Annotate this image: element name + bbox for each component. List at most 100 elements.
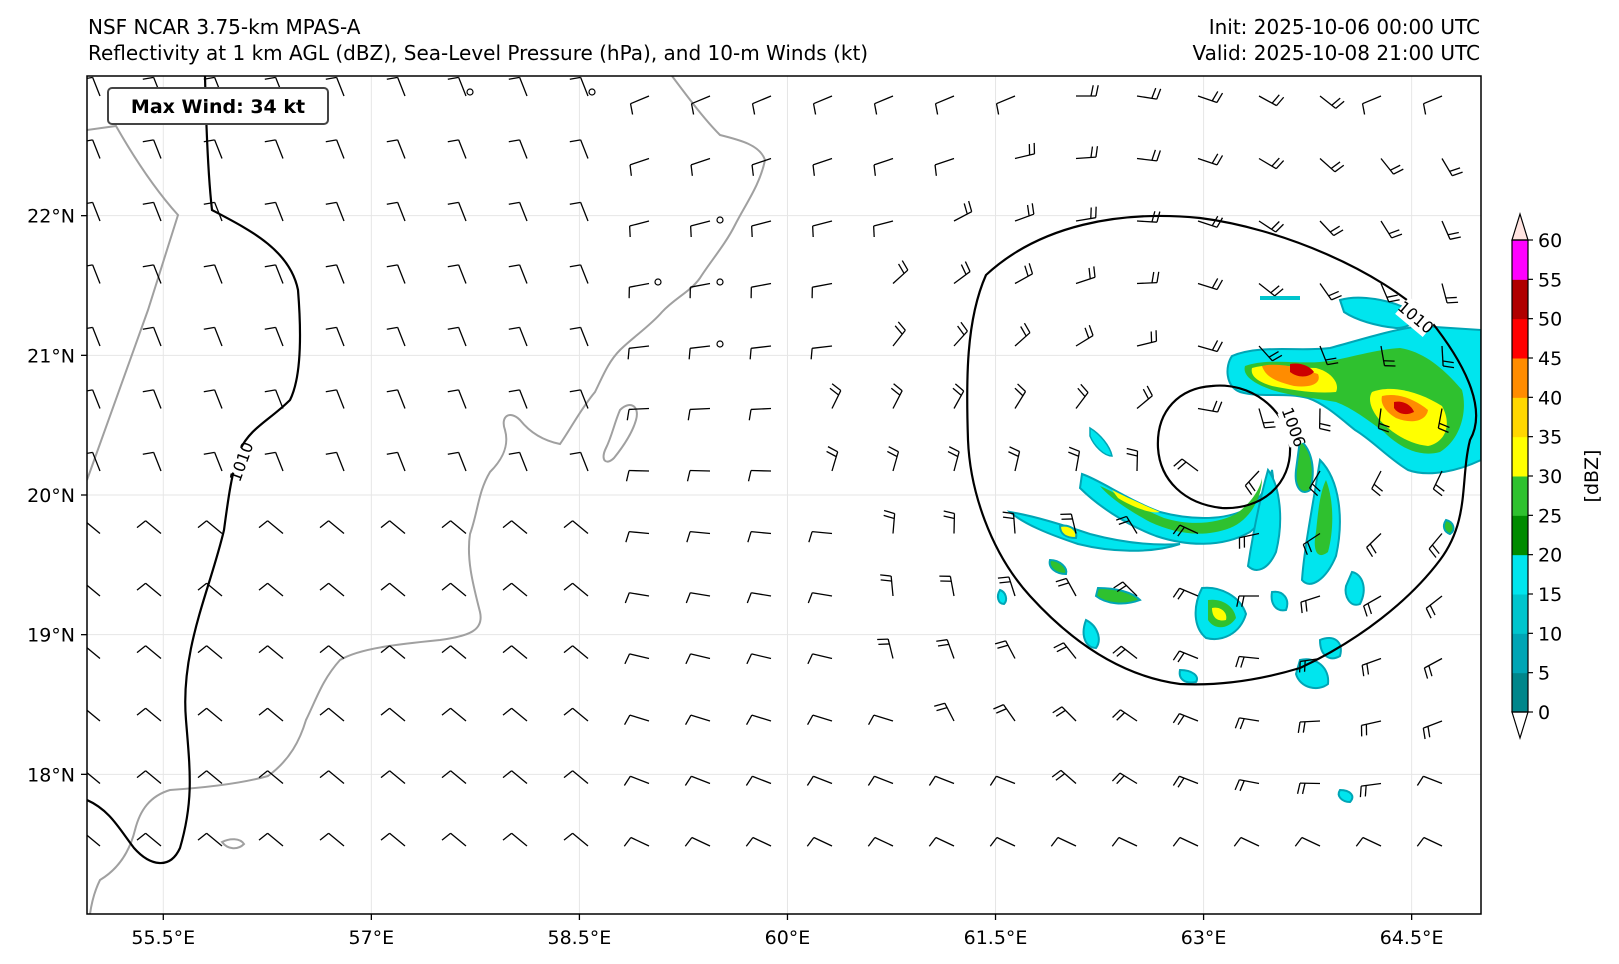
wind-barb: [142, 389, 162, 409]
lat-tick-label: 19°N: [27, 625, 75, 647]
wind-barb: [258, 645, 284, 660]
wind-barb: [953, 321, 968, 347]
wind-barb: [1014, 322, 1031, 347]
init-time: Init: 2025-10-06 00:00 UTC: [1208, 15, 1480, 39]
wind-barb: [1258, 94, 1285, 107]
colorbar-tick-label: 40: [1538, 387, 1562, 409]
wind-barbs: [87, 76, 1463, 847]
lat-tick-label: 20°N: [27, 485, 75, 507]
wind-barb: [867, 775, 894, 786]
wind-barb: [750, 220, 772, 238]
wind-barb: [1428, 533, 1443, 558]
wind-barb: [197, 645, 223, 660]
wind-barb: [502, 770, 528, 785]
wind-barb: [502, 832, 528, 847]
wind-barb: [569, 139, 589, 159]
wind-barb: [380, 582, 406, 597]
wind-barb: [934, 95, 955, 115]
colorbar-segment: [1512, 240, 1528, 280]
wind-barb: [1238, 532, 1260, 549]
wind-barb: [1423, 657, 1443, 679]
wind-barb: [264, 139, 284, 159]
wind-barb: [826, 446, 839, 472]
wind-barb: [1136, 149, 1161, 162]
lon-tick-label: 61.5°E: [964, 927, 1028, 949]
wind-barb: [892, 321, 906, 347]
wind-barb: [877, 638, 894, 659]
wind-barb: [1002, 511, 1016, 534]
colorbar-lower-extension: [1511, 711, 1529, 741]
wind-barb: [829, 383, 842, 409]
wind-barb: [386, 451, 406, 472]
wind-barb: [563, 582, 589, 597]
wind-barb: [142, 139, 162, 159]
wind-barb: [747, 530, 772, 543]
wind-barb: [1172, 775, 1199, 788]
wind-barb: [684, 836, 711, 847]
lat-tick-label: 21°N: [27, 345, 75, 367]
wind-barb: [197, 832, 223, 847]
wind-barb: [142, 264, 162, 284]
wind-barb: [1014, 142, 1036, 160]
wind-barb: [629, 95, 650, 115]
wind-barb: [386, 139, 406, 159]
wind-barb: [1380, 220, 1403, 239]
wind-barb: [136, 832, 162, 847]
wind-barb: [628, 282, 650, 299]
wind-barb: [993, 704, 1016, 722]
wind-barb: [1111, 772, 1138, 785]
wind-barb: [325, 326, 345, 347]
max-wind-label: Max Wind: 34 kt: [131, 96, 305, 118]
wind-barb: [142, 201, 162, 222]
map-area: 1010 1010 1006: [87, 76, 1481, 914]
wind-barb: [873, 157, 894, 176]
wind-barb: [1235, 655, 1260, 668]
wind-barb: [686, 530, 711, 543]
wind-barb: [1136, 211, 1161, 223]
wind-barb: [746, 592, 772, 604]
wind-barb: [1136, 271, 1160, 285]
wind-barb: [1051, 769, 1077, 784]
colorbar-tick-label: 60: [1538, 230, 1562, 252]
wind-barb: [447, 76, 467, 97]
wind-barb: [1296, 782, 1321, 795]
wind-barb: [1366, 533, 1382, 558]
wind-barb: [989, 836, 1016, 847]
wind-barb: [1233, 836, 1260, 847]
wind-barb: [1172, 650, 1199, 663]
wind-barb: [808, 530, 833, 543]
wind-barb: [1234, 779, 1260, 792]
wind-barb: [625, 530, 650, 543]
wind-barb: [1234, 717, 1260, 730]
wind-barb: [748, 407, 772, 421]
colorbar-segment: [1512, 554, 1528, 595]
wind-barb: [1075, 383, 1089, 409]
wind-barb: [136, 645, 162, 660]
wind-barb: [1053, 642, 1077, 659]
wind-barb: [745, 775, 772, 786]
wind-barb: [1258, 282, 1284, 297]
colorbar-tick-label: 55: [1538, 269, 1562, 291]
wind-barb: [380, 645, 406, 660]
colorbar-tick-label: 10: [1538, 623, 1562, 645]
wind-barb: [569, 451, 589, 472]
wind-barb: [811, 220, 833, 238]
colorbar-tick-label: 15: [1538, 584, 1562, 606]
wind-barb: [686, 469, 711, 482]
colorbar-segment: [1512, 594, 1528, 634]
wind-barb: [508, 451, 528, 472]
wind-barb: [1380, 283, 1400, 303]
wind-barb: [1363, 595, 1382, 617]
wind-barb: [386, 201, 406, 222]
wind-barb: [1371, 470, 1384, 497]
wind-barb: [1197, 153, 1224, 166]
wind-barb: [997, 576, 1016, 597]
wind-barb: [1236, 595, 1260, 607]
wind-barb: [258, 770, 284, 785]
colorbar-tick-label: 20: [1538, 545, 1562, 567]
wind-barb: [989, 775, 1016, 786]
axes: 55.5°E 57°E 58.5°E 60°E 61.5°E 63°E 64.5°E 22°N…: [27, 206, 1443, 949]
wind-barb: [1360, 720, 1382, 737]
wind-barb: [1112, 709, 1138, 722]
wind-barb: [943, 510, 956, 534]
